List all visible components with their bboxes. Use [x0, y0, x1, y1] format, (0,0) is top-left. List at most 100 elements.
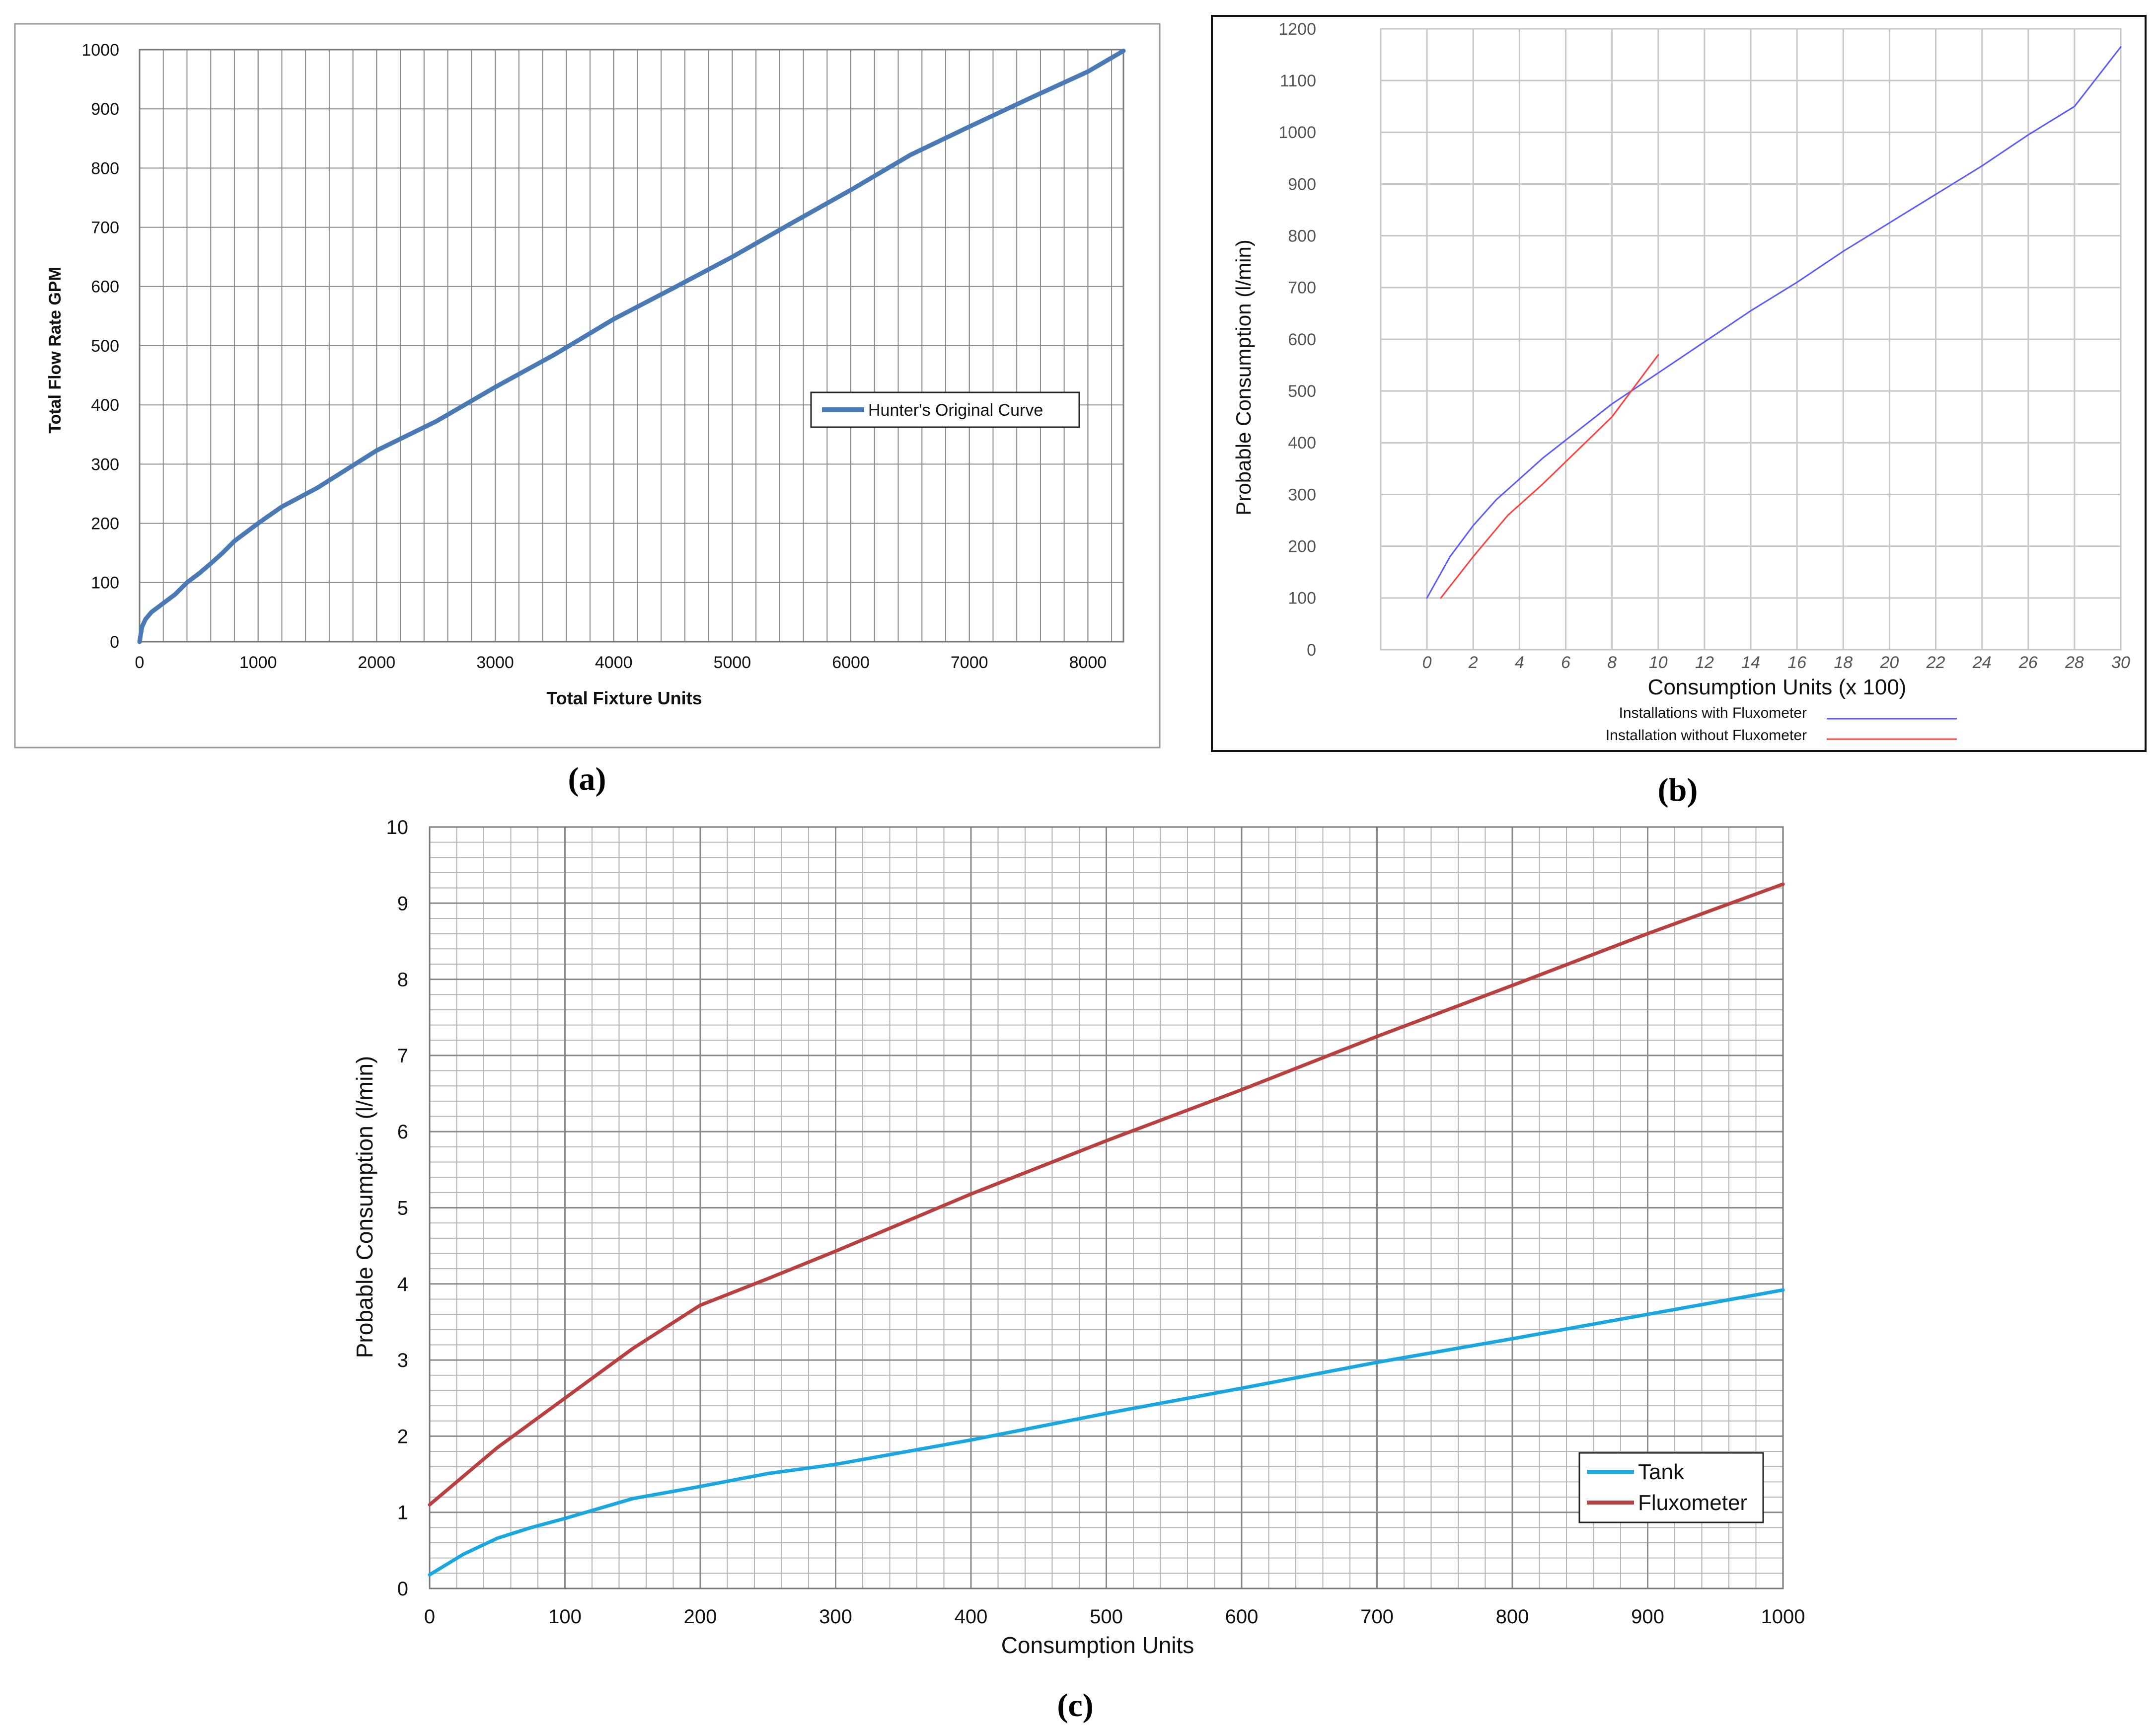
- panel-c-legend: Tank Fluxometer: [1578, 1452, 1764, 1523]
- panel-b-label: (b): [1658, 772, 1698, 808]
- y-tick-label: 700: [1288, 279, 1316, 298]
- x-tick-label: 10: [1649, 653, 1668, 672]
- y-tick-label: 100: [91, 574, 119, 593]
- panel-c-tick-labels: 0 100 200 300 400 500 600 700 800 900 1000 0 1 2 3 4 5 6 7…: [386, 817, 1805, 1628]
- y-tick-label: 1200: [1278, 20, 1316, 39]
- x-tick-label: 14: [1741, 653, 1760, 672]
- x-tick-label: 20: [1879, 653, 1899, 672]
- x-tick-label: 0: [135, 653, 145, 672]
- y-tick-label: 600: [91, 278, 119, 297]
- y-tick-label: 2: [397, 1426, 408, 1447]
- x-tick-label: 1000: [239, 653, 277, 672]
- y-tick-label: 3: [397, 1350, 408, 1371]
- panel-c-ylabel: Probable Consumption (l/min): [352, 1056, 377, 1359]
- y-tick-label: 0: [397, 1578, 408, 1600]
- panel-a-legend: Hunter's Original Curve: [810, 391, 1080, 428]
- panel-b-frame: [1211, 15, 2147, 752]
- panel-c-grid: [429, 826, 1784, 1589]
- y-tick-label: 9: [397, 893, 408, 914]
- y-tick-label: 1: [397, 1502, 408, 1524]
- panel-c-xlabel: Consumption Units: [1001, 1632, 1194, 1658]
- panel-b-ylabel: Probable Consumption (l/min): [1232, 239, 1255, 516]
- panel-a-tick-labels: 0 1000 2000 3000 4000 5000 6000 7000 8000 0 100 200…: [81, 41, 1107, 672]
- y-tick-label: 900: [1288, 175, 1316, 194]
- panel-c-label: (c): [1057, 1687, 1093, 1724]
- y-tick-label: 300: [1288, 485, 1316, 504]
- panel-c-series: [428, 882, 1785, 1577]
- panel-b-xlabel: Consumption Units (x 100): [1648, 675, 1907, 699]
- y-tick-label: 300: [91, 455, 119, 474]
- y-tick-label: 1000: [1278, 123, 1316, 142]
- y-tick-label: 5: [397, 1198, 408, 1219]
- panel-b-tick-labels: 0 2 4 6 8 10 12 14 16 18 20 22 24 26 28 300100200300400…: [1278, 20, 2130, 672]
- x-tick-label: 200: [684, 1606, 717, 1628]
- x-tick-label: 500: [1090, 1606, 1123, 1628]
- series-line-fluxometer: [428, 882, 1785, 1507]
- panel-c-legend-box: [1578, 1452, 1764, 1523]
- y-tick-label: 0: [110, 633, 119, 652]
- y-tick-label: 900: [91, 100, 119, 119]
- x-tick-label: 7000: [951, 653, 988, 672]
- plot-area-border: [1380, 28, 2122, 651]
- series-line-tank: [428, 1288, 1785, 1577]
- panel-a: 0 1000 2000 3000 4000 5000 6000 7000 8000 0 100 200…: [14, 23, 1161, 797]
- panel-c-legend-label-1: Tank: [1638, 1460, 1685, 1484]
- panel-a-series: [137, 48, 1126, 644]
- x-tick-label: 400: [955, 1606, 988, 1628]
- x-tick-label: 30: [2111, 653, 2130, 672]
- x-tick-label: 8000: [1069, 653, 1107, 672]
- x-tick-label: 24: [1972, 653, 1992, 672]
- x-tick-label: 900: [1631, 1606, 1664, 1628]
- y-tick-label: 400: [1288, 434, 1316, 453]
- x-tick-label: 18: [1834, 653, 1853, 672]
- x-tick-label: 5000: [714, 653, 751, 672]
- y-tick-label: 200: [1288, 537, 1316, 556]
- x-tick-label: 300: [819, 1606, 852, 1628]
- panel-a-label: (a): [568, 761, 606, 797]
- y-tick-label: 1000: [81, 41, 119, 60]
- series-line-installations-with-fluxometer: [1426, 46, 2122, 599]
- y-tick-label: 500: [91, 337, 119, 356]
- plot-area-border: [139, 49, 1124, 643]
- panel-c-legend-label-2: Fluxometer: [1638, 1491, 1747, 1515]
- panel-b: 0 2 4 6 8 10 12 14 16 18 20 22 24 26 28 300100200300400…: [1211, 15, 2147, 808]
- x-tick-label: 6: [1561, 653, 1570, 672]
- x-tick-label: 2000: [358, 653, 396, 672]
- y-tick-label: 8: [397, 969, 408, 991]
- series-line-hunter-s-original-curve: [137, 48, 1126, 644]
- x-tick-label: 26: [2018, 653, 2038, 672]
- x-tick-label: 28: [2065, 653, 2084, 672]
- panel-b-legend: Installations with Fluxometer Installati…: [1606, 705, 1957, 744]
- panel-b-series: [1426, 46, 2122, 599]
- panel-b-grid: [1380, 28, 2122, 651]
- y-tick-label: 0: [1307, 641, 1316, 660]
- panel-c: 0 100 200 300 400 500 600 700 800 900 1000 0 1 2 3 4 5 6 7…: [352, 817, 1805, 1724]
- y-tick-label: 800: [91, 159, 119, 178]
- x-tick-label: 700: [1360, 1606, 1394, 1628]
- x-tick-label: 600: [1225, 1606, 1259, 1628]
- panel-a-legend-label: Hunter's Original Curve: [868, 401, 1043, 420]
- x-tick-label: 22: [1926, 653, 1945, 672]
- x-tick-label: 6000: [832, 653, 870, 672]
- series-line-installation-without-fluxometer: [1440, 354, 1659, 599]
- y-tick-label: 800: [1288, 227, 1316, 246]
- plot-area-border: [429, 826, 1784, 1589]
- y-tick-label: 500: [1288, 382, 1316, 401]
- x-tick-label: 4: [1515, 653, 1524, 672]
- x-tick-label: 100: [548, 1606, 582, 1628]
- panel-a-xlabel: Total Fixture Units: [546, 688, 702, 708]
- x-tick-label: 16: [1787, 653, 1806, 672]
- y-tick-label: 6: [397, 1121, 408, 1143]
- panel-b-legend-label-1: Installations with Fluxometer: [1619, 705, 1807, 721]
- y-tick-label: 100: [1288, 589, 1316, 608]
- y-tick-label: 10: [386, 817, 409, 838]
- y-tick-label: 600: [1288, 330, 1316, 349]
- y-tick-label: 4: [397, 1274, 408, 1295]
- x-tick-label: 3000: [476, 653, 514, 672]
- x-tick-label: 2: [1468, 653, 1478, 672]
- y-tick-label: 200: [91, 515, 119, 533]
- x-tick-label: 0: [424, 1606, 435, 1628]
- panel-a-ylabel: Total Flow Rate GPM: [46, 267, 65, 434]
- x-tick-label: 1000: [1761, 1606, 1805, 1628]
